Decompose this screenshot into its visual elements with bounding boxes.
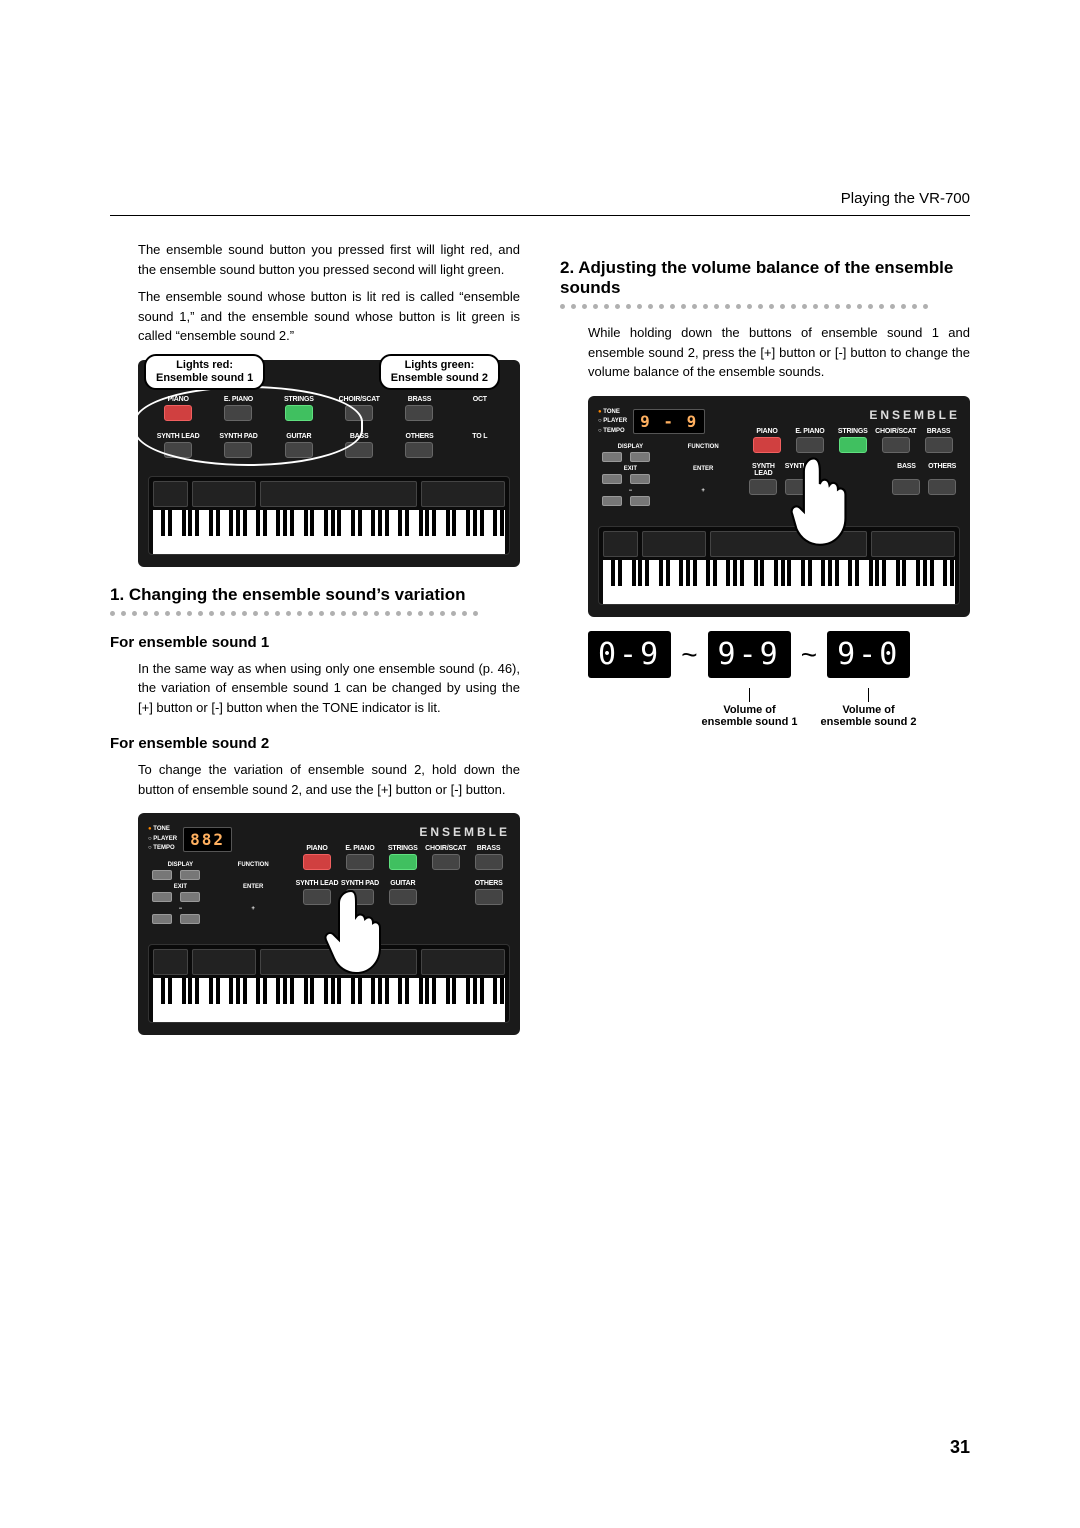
lcd-display-3: 9 - 9: [633, 409, 705, 434]
page-number: 31: [950, 1437, 970, 1458]
intro-para-2: The ensemble sound whose button is lit r…: [110, 287, 520, 346]
synthlead-button[interactable]: [164, 442, 192, 458]
plus-button[interactable]: [180, 914, 200, 924]
p2-piano[interactable]: [303, 854, 331, 870]
p3-epiano[interactable]: [796, 437, 824, 453]
page-header-section: Playing the VR-700: [841, 190, 970, 207]
p3-strings[interactable]: [839, 437, 867, 453]
volume-labels: Volume ofensemble sound 1 Volume ofensem…: [588, 684, 928, 728]
sub-title-es1: For ensemble sound 1: [110, 634, 520, 651]
function-button[interactable]: [180, 870, 200, 880]
keyboard-graphic-3: [598, 526, 960, 605]
keyboard-graphic-1: [148, 476, 510, 555]
left-column: The ensemble sound button you pressed fi…: [110, 240, 520, 1043]
p3-brass[interactable]: [925, 437, 953, 453]
display-button[interactable]: [152, 870, 172, 880]
choir-button[interactable]: [345, 405, 373, 421]
bass-button[interactable]: [345, 442, 373, 458]
right-column: 2. Adjusting the volume balance of the e…: [560, 240, 970, 1043]
p2-epiano[interactable]: [346, 854, 374, 870]
dot-rule-2: [560, 304, 970, 309]
p3-plus-button[interactable]: [630, 496, 650, 506]
sub-title-es2: For ensemble sound 2: [110, 735, 520, 752]
guitar-button[interactable]: [285, 442, 313, 458]
main-columns: The ensemble sound button you pressed fi…: [110, 240, 970, 1043]
tilde-icon: ~: [795, 639, 823, 671]
ensemble-label: ENSEMBLE: [296, 825, 510, 839]
exit-button[interactable]: [152, 892, 172, 902]
p2-strings[interactable]: [389, 854, 417, 870]
digit-box-1: 0-9: [588, 631, 671, 678]
callout-red: Lights red: Ensemble sound 1: [144, 354, 265, 390]
p3-others[interactable]: [928, 479, 956, 495]
p3-display-button[interactable]: [602, 452, 622, 462]
p3-enter-button[interactable]: [630, 474, 650, 484]
header-rule: [110, 215, 970, 216]
callout-green: Lights green: Ensemble sound 2: [379, 354, 500, 390]
p2-guitar[interactable]: [389, 889, 417, 905]
p2-synthlead[interactable]: [303, 889, 331, 905]
p3-function-button[interactable]: [630, 452, 650, 462]
p3-synthpad[interactable]: [785, 479, 813, 495]
p3-synthlead[interactable]: [749, 479, 777, 495]
section-1-title: 1. Changing the ensemble sound’s variati…: [110, 585, 520, 605]
p3-exit-button[interactable]: [602, 474, 622, 484]
section-2-title: 2. Adjusting the volume balance of the e…: [560, 258, 970, 298]
sec2-body: While holding down the buttons of ensemb…: [560, 323, 970, 382]
p2-others[interactable]: [475, 889, 503, 905]
lcd-display-2: 882: [183, 827, 232, 852]
intro-para-1: The ensemble sound button you pressed fi…: [110, 240, 520, 279]
tilde-icon: ~: [675, 639, 703, 671]
ensemble-label-3: ENSEMBLE: [746, 408, 960, 422]
dot-rule-1: [110, 611, 520, 616]
es2-body: To change the variation of ensemble soun…: [110, 760, 520, 799]
p3-choir[interactable]: [882, 437, 910, 453]
ensemble-panel-1: PIANO E. PIANO STRINGS CHOIR/SCAT BRASS …: [138, 360, 520, 567]
brass-button[interactable]: [405, 405, 433, 421]
p2-choir[interactable]: [432, 854, 460, 870]
es1-body: In the same way as when using only one e…: [110, 659, 520, 718]
p3-piano[interactable]: [753, 437, 781, 453]
epiano-button[interactable]: [224, 405, 252, 421]
synthpad-button[interactable]: [224, 442, 252, 458]
strings-button[interactable]: [285, 405, 313, 421]
p2-synthpad[interactable]: [346, 889, 374, 905]
ensemble-panel-2: ● TONE ○ PLAYER ○ TEMPO 882 DISPLAYFUNCT…: [138, 813, 520, 1035]
piano-button[interactable]: [164, 405, 192, 421]
enter-button[interactable]: [180, 892, 200, 902]
digit-range-row: 0-9 ~ 9-9 ~ 9-0: [588, 631, 970, 678]
p3-bass[interactable]: [892, 479, 920, 495]
keyboard-graphic-2: [148, 944, 510, 1023]
p2-brass[interactable]: [475, 854, 503, 870]
minus-button[interactable]: [152, 914, 172, 924]
ensemble-panel-3: ● TONE ○ PLAYER ○ TEMPO 9 - 9 DISPLAYFUN…: [588, 396, 970, 618]
others-button[interactable]: [405, 442, 433, 458]
digit-box-2: 9-9: [708, 631, 791, 678]
p3-minus-button[interactable]: [602, 496, 622, 506]
digit-box-3: 9-0: [827, 631, 910, 678]
